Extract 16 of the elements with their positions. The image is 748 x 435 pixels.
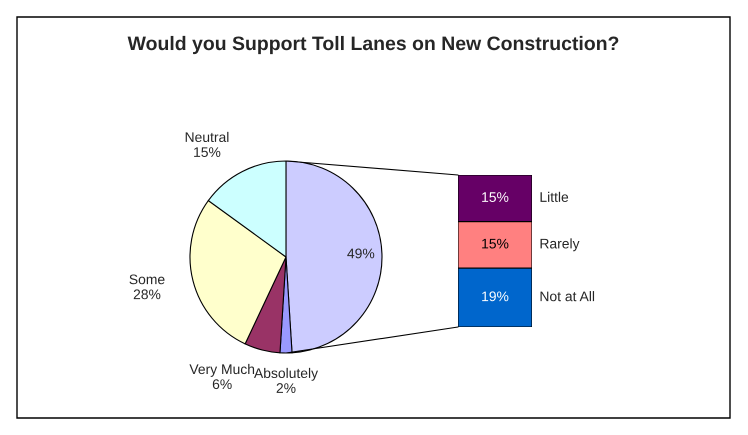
data-label: 15% (482, 192, 508, 202)
series-label: Rarely (540, 238, 580, 252)
data-label: 6% (212, 379, 232, 390)
chart-title: Would you Support Toll Lanes on New Construction? (128, 36, 618, 54)
slice-label: Neutral (186, 132, 228, 142)
data-label: 15% (482, 238, 508, 249)
series-label: Little (540, 192, 568, 202)
data-label: 2% (276, 383, 296, 393)
data-label: 49% (347, 248, 374, 258)
slice-label: Some (129, 274, 165, 284)
series-label: Not at All (540, 291, 594, 302)
slice-label: Very Much (189, 364, 254, 377)
data-label: 19% (482, 291, 508, 302)
data-label: 28% (134, 289, 160, 300)
data-label: 15% (194, 147, 220, 158)
slice-label: Absolutely (254, 368, 318, 381)
